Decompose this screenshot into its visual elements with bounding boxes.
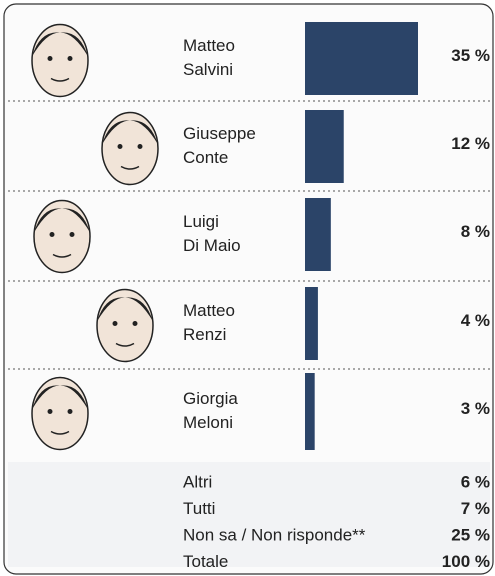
- eye: [47, 56, 53, 61]
- bar: [305, 287, 318, 360]
- footer-band: [8, 462, 490, 567]
- name-line: Giuseppe: [183, 124, 256, 143]
- other-value: 6 %: [461, 472, 490, 491]
- name-line: Meloni: [183, 413, 233, 432]
- eye: [137, 144, 143, 149]
- name-line: Conte: [183, 148, 228, 167]
- portrait: [31, 376, 89, 451]
- mouth: [50, 430, 70, 435]
- portrait: [33, 199, 91, 274]
- eye: [49, 232, 55, 237]
- value-label: 12 %: [451, 134, 490, 153]
- name-line: Matteo: [183, 301, 235, 320]
- face: [31, 376, 89, 451]
- portrait: [31, 23, 89, 98]
- portrait: [101, 111, 159, 186]
- other-value: 7 %: [461, 499, 490, 518]
- value-label: 35 %: [451, 46, 490, 65]
- hair: [32, 32, 88, 57]
- other-label: Tutti: [183, 499, 215, 518]
- bar: [305, 373, 315, 450]
- eye: [67, 409, 73, 414]
- mouth: [115, 342, 135, 347]
- hair: [32, 385, 88, 410]
- value-label: 4 %: [461, 311, 490, 330]
- name-line: Matteo: [183, 36, 235, 55]
- eye: [112, 321, 118, 326]
- mouth: [120, 165, 140, 170]
- hair: [97, 297, 153, 322]
- name-line: Di Maio: [183, 236, 241, 255]
- name-line: Giorgia: [183, 389, 238, 408]
- face: [96, 288, 154, 363]
- eye: [47, 409, 53, 414]
- face: [101, 111, 159, 186]
- face: [33, 199, 91, 274]
- other-value: 25 %: [451, 525, 490, 544]
- hair: [34, 208, 90, 233]
- bar: [305, 22, 418, 95]
- name-line: Luigi: [183, 212, 219, 231]
- hair: [102, 120, 158, 145]
- face: [31, 23, 89, 98]
- bar: [305, 198, 331, 271]
- eye: [67, 56, 73, 61]
- other-label: Totale: [183, 552, 228, 571]
- eye: [69, 232, 75, 237]
- value-label: 3 %: [461, 399, 490, 418]
- other-label: Altri: [183, 472, 212, 491]
- eye: [132, 321, 138, 326]
- mouth: [52, 253, 72, 258]
- bar: [305, 110, 344, 183]
- eye: [117, 144, 123, 149]
- portrait: [96, 288, 154, 363]
- name-line: Renzi: [183, 325, 226, 344]
- value-label: 8 %: [461, 222, 490, 241]
- other-label: Non sa / Non risponde**: [183, 525, 366, 544]
- mouth: [50, 77, 70, 82]
- name-line: Salvini: [183, 60, 233, 79]
- separators: [8, 100, 490, 370]
- other-value: 100 %: [442, 552, 490, 571]
